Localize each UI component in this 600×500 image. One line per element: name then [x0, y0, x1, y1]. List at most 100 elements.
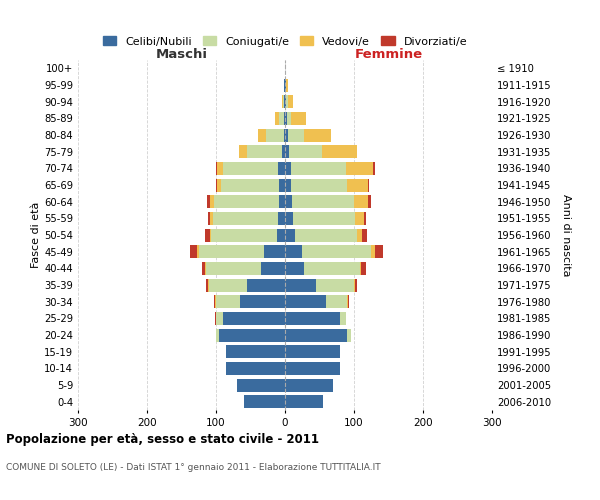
Bar: [322, 145, 357, 158]
Bar: [285, 128, 289, 141]
Bar: [347, 178, 368, 192]
Bar: [277, 228, 285, 241]
Bar: [214, 195, 280, 208]
Bar: [279, 112, 284, 125]
Bar: [286, 78, 288, 92]
Bar: [359, 262, 361, 275]
Legend: Celibi/Nubili, Coniugati/e, Vedovi/e, Divorziati/e: Celibi/Nubili, Coniugati/e, Vedovi/e, Di…: [98, 32, 472, 51]
Bar: [347, 328, 350, 342]
Bar: [278, 212, 285, 225]
Bar: [362, 228, 367, 241]
Bar: [280, 178, 285, 192]
Bar: [281, 95, 283, 108]
Bar: [346, 162, 373, 175]
Text: Maschi: Maschi: [155, 48, 208, 61]
Bar: [284, 78, 285, 92]
Bar: [247, 278, 285, 291]
Bar: [304, 262, 359, 275]
Bar: [214, 295, 215, 308]
Bar: [355, 278, 358, 291]
Bar: [210, 228, 211, 241]
Bar: [221, 178, 280, 192]
Bar: [354, 278, 355, 291]
Bar: [281, 145, 285, 158]
Bar: [205, 228, 210, 241]
Bar: [247, 145, 281, 158]
Bar: [216, 328, 220, 342]
Bar: [199, 245, 265, 258]
Bar: [354, 195, 368, 208]
Bar: [368, 195, 371, 208]
Bar: [287, 112, 291, 125]
Bar: [340, 312, 346, 325]
Bar: [211, 195, 214, 208]
Bar: [205, 262, 206, 275]
Bar: [285, 262, 304, 275]
Bar: [265, 245, 285, 258]
Bar: [295, 228, 357, 241]
Bar: [207, 195, 211, 208]
Bar: [285, 78, 286, 92]
Bar: [355, 212, 364, 225]
Bar: [211, 228, 277, 241]
Bar: [261, 262, 285, 275]
Bar: [217, 178, 221, 192]
Bar: [244, 395, 285, 408]
Bar: [285, 295, 326, 308]
Bar: [223, 312, 285, 325]
Bar: [220, 328, 285, 342]
Bar: [348, 295, 349, 308]
Bar: [374, 245, 383, 258]
Bar: [206, 278, 208, 291]
Bar: [364, 212, 367, 225]
Text: Femmine: Femmine: [355, 48, 422, 61]
Bar: [239, 145, 247, 158]
Bar: [223, 162, 278, 175]
Bar: [202, 262, 205, 275]
Bar: [292, 195, 354, 208]
Bar: [290, 162, 346, 175]
Bar: [215, 295, 216, 308]
Bar: [266, 128, 284, 141]
Bar: [285, 378, 334, 392]
Bar: [285, 145, 289, 158]
Bar: [275, 112, 279, 125]
Bar: [286, 95, 288, 108]
Bar: [285, 195, 292, 208]
Bar: [208, 212, 211, 225]
Bar: [361, 262, 367, 275]
Bar: [289, 145, 322, 158]
Bar: [284, 128, 285, 141]
Bar: [208, 278, 209, 291]
Bar: [226, 362, 285, 375]
Bar: [285, 245, 302, 258]
Bar: [316, 278, 354, 291]
Bar: [211, 212, 212, 225]
Bar: [240, 295, 285, 308]
Bar: [357, 228, 362, 241]
Bar: [197, 245, 199, 258]
Text: Popolazione per età, sesso e stato civile - 2011: Popolazione per età, sesso e stato civil…: [6, 432, 319, 446]
Bar: [368, 178, 369, 192]
Bar: [217, 162, 223, 175]
Bar: [291, 112, 307, 125]
Bar: [285, 178, 290, 192]
Y-axis label: Anni di nascita: Anni di nascita: [561, 194, 571, 276]
Bar: [285, 395, 323, 408]
Bar: [212, 212, 278, 225]
Bar: [285, 228, 295, 241]
Bar: [326, 295, 347, 308]
Bar: [285, 362, 340, 375]
Bar: [258, 128, 266, 141]
Bar: [290, 178, 347, 192]
Bar: [206, 262, 261, 275]
Bar: [216, 162, 217, 175]
Bar: [289, 128, 304, 141]
Bar: [302, 245, 371, 258]
Bar: [371, 245, 374, 258]
Bar: [285, 112, 287, 125]
Bar: [190, 245, 197, 258]
Text: COMUNE DI SOLETO (LE) - Dati ISTAT 1° gennaio 2011 - Elaborazione TUTTITALIA.IT: COMUNE DI SOLETO (LE) - Dati ISTAT 1° ge…: [6, 462, 380, 471]
Bar: [216, 295, 240, 308]
Y-axis label: Fasce di età: Fasce di età: [31, 202, 41, 268]
